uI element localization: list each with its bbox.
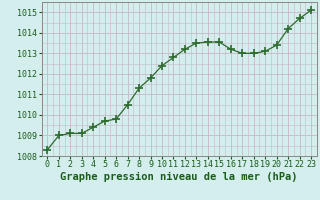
X-axis label: Graphe pression niveau de la mer (hPa): Graphe pression niveau de la mer (hPa) [60,172,298,182]
